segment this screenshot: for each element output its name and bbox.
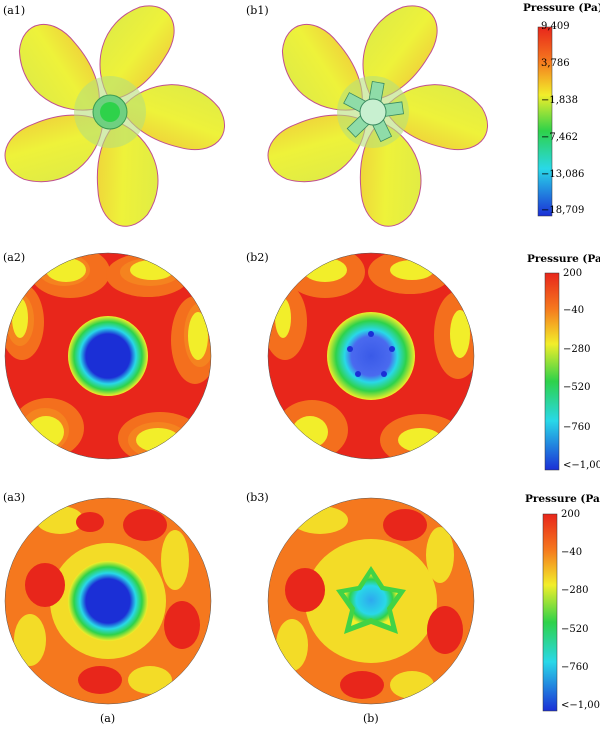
colorbar-3 xyxy=(542,513,558,712)
caption-a: (a) xyxy=(100,712,116,725)
panel-label-a3: (a3) xyxy=(3,491,26,504)
colorbar-1-tick: 9,409 xyxy=(541,21,570,32)
colorbar-2-tick: −280 xyxy=(563,344,591,355)
pressure-contour-b2 xyxy=(268,253,474,459)
colorbar-3-tick: −40 xyxy=(561,547,583,558)
colorbar-2 xyxy=(544,272,560,471)
colorbar-3-tick: <−1,000 xyxy=(561,700,600,711)
colorbar-1-tick: −7,462 xyxy=(541,132,579,143)
colorbar-1-tick: −1,838 xyxy=(541,95,579,106)
caption-b: (b) xyxy=(363,712,379,725)
propeller-b1 xyxy=(267,5,488,227)
colorbar-3-tick: −760 xyxy=(561,662,589,673)
panel-label-b2: (b2) xyxy=(246,251,269,264)
colorbar-2-title: Pressure (Pa) xyxy=(527,253,600,265)
colorbar-3-tick: −520 xyxy=(561,624,589,635)
pressure-contour-a2 xyxy=(5,253,211,459)
colorbar-1-tick: −13,086 xyxy=(541,169,585,180)
pressure-contour-a3 xyxy=(5,498,211,704)
colorbar-1-tick: 3,786 xyxy=(541,58,570,69)
panel-label-b1: (b1) xyxy=(246,4,269,17)
colorbar-1-title: Pressure (Pa) xyxy=(523,2,600,14)
colorbar-2-tick: <−1,000 xyxy=(563,460,600,471)
panel-label-b3: (b3) xyxy=(246,491,269,504)
pressure-contour-b3 xyxy=(268,498,474,704)
colorbar-2-tick: −40 xyxy=(563,305,585,316)
colorbar-1 xyxy=(537,26,553,217)
colorbar-2-tick: −520 xyxy=(563,382,591,393)
propeller-a1 xyxy=(4,5,225,227)
colorbar-3-title: Pressure (Pa) xyxy=(525,493,600,505)
colorbar-3-tick: 200 xyxy=(561,509,581,520)
panel-label-a2: (a2) xyxy=(3,251,26,264)
colorbar-3-tick: −280 xyxy=(561,585,589,596)
colorbar-2-tick: −760 xyxy=(563,422,591,433)
colorbar-2-tick: 200 xyxy=(563,268,583,279)
panel-label-a1: (a1) xyxy=(3,4,26,17)
colorbar-1-tick: −18,709 xyxy=(541,205,585,216)
